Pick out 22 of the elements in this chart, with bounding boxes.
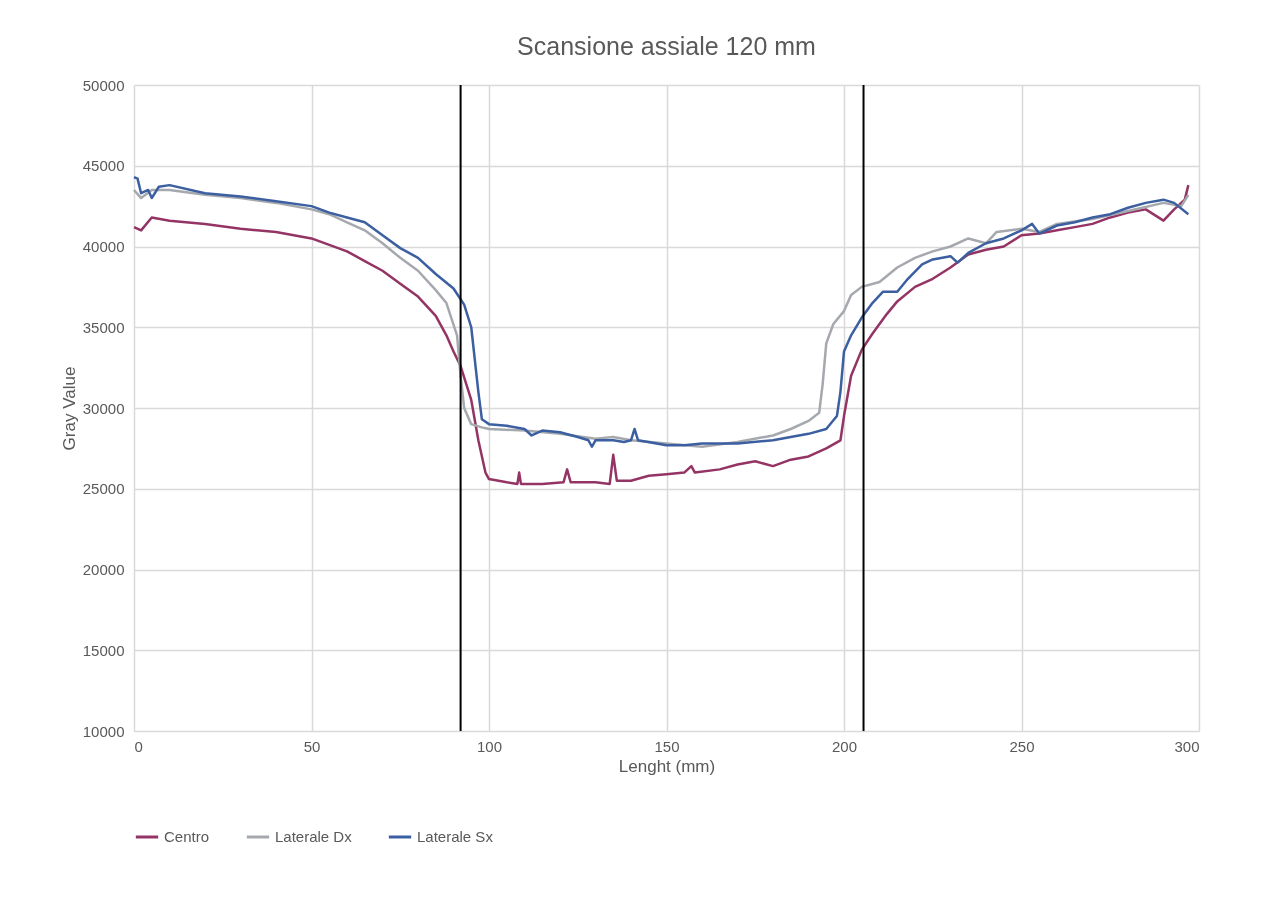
y-tick-label: 25000	[82, 480, 125, 498]
x-tick-label: 150	[654, 737, 680, 755]
legend-label: Laterale Dx	[275, 828, 353, 845]
y-tick-label: 20000	[82, 561, 125, 578]
x-tick-label: 100	[476, 737, 503, 755]
x-tick-label: 250	[1009, 737, 1035, 755]
y-tick-label: 40000	[82, 238, 125, 255]
x-tick-label: 0	[134, 737, 143, 755]
chart-title: Scansione assiale 120 mm	[517, 32, 816, 60]
x-tick-label: 300	[1174, 737, 1200, 755]
y-tick-label: 50000	[82, 76, 125, 94]
y-tick-label: 15000	[82, 641, 125, 659]
y-axis-title: Gray Value	[59, 366, 79, 451]
y-tick-label: 45000	[82, 157, 125, 175]
x-axis-title: Lenght (mm)	[618, 756, 716, 776]
y-tick-label: 10000	[82, 722, 125, 740]
legend-label: Centro	[164, 828, 210, 845]
x-tick-label: 200	[831, 737, 858, 755]
x-tick-label: 50	[303, 737, 321, 755]
legend-label: Laterale Sx	[417, 828, 494, 845]
y-tick-label: 30000	[82, 399, 125, 417]
y-tick-label: 35000	[82, 318, 125, 336]
